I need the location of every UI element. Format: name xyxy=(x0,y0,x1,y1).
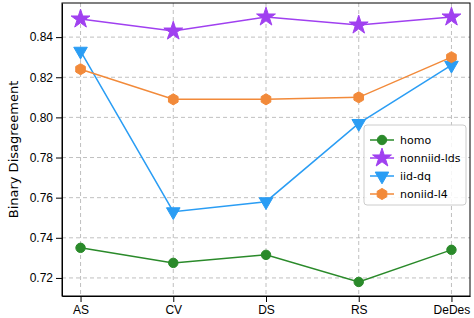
y-tick-label: 0.76 xyxy=(30,191,54,205)
y-tick: 0.80 xyxy=(30,111,62,125)
x-tick: AS xyxy=(73,296,89,317)
y-axis-title: Binary Disagreement xyxy=(6,81,21,219)
y-tick: 0.72 xyxy=(30,271,62,285)
legend-entry: nonniid-lds xyxy=(370,148,461,166)
x-tick-label: DS xyxy=(258,303,275,317)
series-marker xyxy=(447,52,457,63)
series-marker xyxy=(76,64,86,75)
y-tick-label: 0.74 xyxy=(30,231,54,245)
legend-box xyxy=(364,125,466,205)
plot-frame xyxy=(62,3,470,296)
legend-marker xyxy=(373,148,392,166)
legend-marker xyxy=(375,172,389,184)
x-tick-label: CV xyxy=(165,303,182,317)
x-tick-label: RS xyxy=(351,303,368,317)
y-tick-line xyxy=(56,158,62,159)
grid xyxy=(62,3,470,296)
y-tick: 0.82 xyxy=(30,71,62,85)
legend-entry: noniid-l4 xyxy=(370,188,448,201)
x-tick: DeDes xyxy=(434,296,471,317)
legend-label: noniid-l4 xyxy=(400,188,448,201)
series-line xyxy=(81,57,452,99)
legend-entry: iid-dq xyxy=(370,170,431,184)
x-tick: RS xyxy=(351,296,368,317)
x-tick-label: AS xyxy=(73,303,89,317)
legend-label: homo xyxy=(400,134,431,147)
y-tick-line xyxy=(56,198,62,199)
y-tick-line xyxy=(56,37,62,38)
y-tick-label: 0.82 xyxy=(30,71,54,85)
y-tick: 0.84 xyxy=(30,30,62,44)
y-tick-line xyxy=(56,278,62,279)
series-marker xyxy=(447,245,456,254)
plot: 0.72 0.74 0.76 0.78 0.80 0.82 0.84 AS CV DS RS DeDe… xyxy=(30,3,471,317)
chart: 0.72 0.74 0.76 0.78 0.80 0.82 0.84 AS CV DS RS DeDe… xyxy=(0,0,474,318)
grid-line-y xyxy=(62,37,470,38)
series-marker xyxy=(354,92,364,103)
legend: homo nonniid-lds iid-dq noniid-l4 xyxy=(364,125,466,205)
x-tick-label: DeDes xyxy=(434,303,471,317)
series-marker xyxy=(74,47,88,59)
y-axis: 0.72 0.74 0.76 0.78 0.80 0.82 0.84 xyxy=(30,4,63,297)
x-tick-line xyxy=(81,296,82,302)
x-tick-line xyxy=(173,296,174,302)
legend-marker xyxy=(377,135,386,144)
series-marker xyxy=(261,250,270,259)
series-marker xyxy=(166,208,180,220)
series-marker xyxy=(261,94,271,105)
y-tick: 0.74 xyxy=(30,231,62,245)
series-marker xyxy=(354,277,363,286)
series-marker xyxy=(352,119,366,131)
grid-line-x xyxy=(358,3,359,296)
y-tick: 0.76 xyxy=(30,191,62,205)
grid-line-x xyxy=(173,3,174,296)
series-marker xyxy=(257,7,276,25)
y-tick-label: 0.78 xyxy=(30,151,54,165)
y-tick-line xyxy=(56,238,62,239)
series-marker xyxy=(71,9,90,27)
y-tick-line xyxy=(56,117,62,118)
x-axis: AS CV DS RS DeDes xyxy=(63,296,471,317)
series-marker xyxy=(169,258,178,267)
x-tick-line xyxy=(359,296,360,302)
legend-label: iid-dq xyxy=(400,170,431,183)
series-marker xyxy=(168,94,178,105)
series-marker xyxy=(349,15,368,33)
y-tick-label: 0.84 xyxy=(30,30,54,44)
series-marker xyxy=(442,7,461,25)
x-tick: DS xyxy=(258,296,275,317)
series-marker xyxy=(164,21,183,39)
legend-label: nonniid-lds xyxy=(400,152,461,165)
series-marker xyxy=(76,243,85,252)
series-marker xyxy=(259,198,273,210)
y-tick-label: 0.80 xyxy=(30,111,54,125)
y-tick: 0.78 xyxy=(30,151,62,165)
x-tick-line xyxy=(451,296,452,302)
series-line xyxy=(81,248,452,282)
legend-marker xyxy=(377,188,387,199)
x-tick: CV xyxy=(165,296,182,317)
legend-entry: homo xyxy=(370,134,431,147)
y-tick-line xyxy=(56,77,62,78)
x-tick-line xyxy=(266,296,267,302)
y-tick-label: 0.72 xyxy=(30,271,54,285)
